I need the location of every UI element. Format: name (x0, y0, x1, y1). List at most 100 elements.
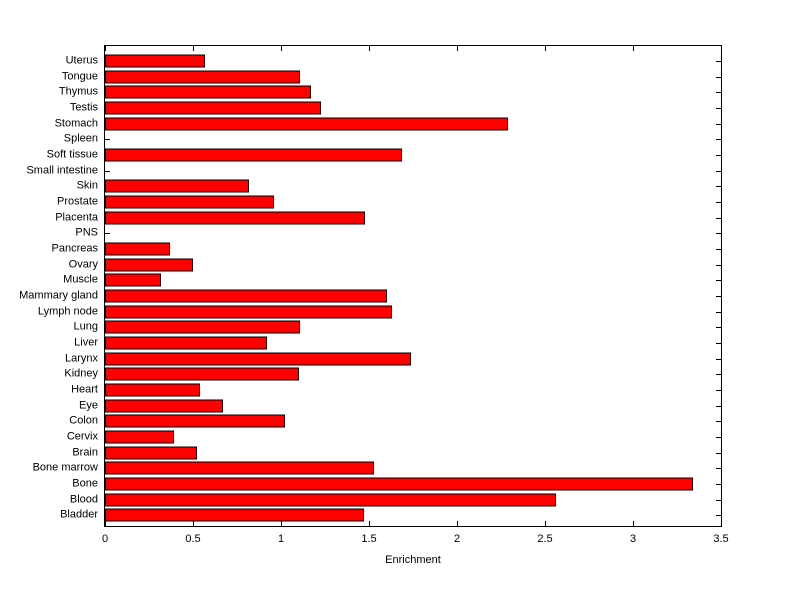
bar (105, 305, 392, 319)
x-tick-bottom (105, 521, 106, 526)
y-tick-left (105, 170, 110, 172)
bar (105, 430, 174, 444)
category-label: Tongue (61, 70, 98, 82)
category-label: Bone marrow (32, 461, 98, 474)
bar-row: Tongue (62, 69, 721, 85)
bar (105, 383, 201, 397)
bar (105, 148, 403, 162)
x-tick-top (545, 46, 546, 51)
x-tick-top (369, 46, 370, 51)
bar-row: Placenta (55, 210, 721, 226)
y-tick-right (716, 154, 721, 156)
y-tick-right (716, 248, 721, 250)
plot-area: Uterus Tongue Thymus Testis Stomach Spleen Sof… (19, 45, 729, 545)
bar-row: Brain (72, 445, 721, 461)
x-tick-top (721, 46, 722, 51)
category-label: Placenta (55, 211, 98, 224)
bar (105, 117, 509, 131)
y-tick-right (716, 280, 721, 282)
y-tick-right (716, 107, 721, 109)
bar (105, 273, 162, 287)
y-tick-right (716, 327, 721, 329)
bar (105, 446, 197, 460)
x-tick-label: 1.5 (361, 533, 377, 545)
category-label: Blood (69, 493, 98, 506)
bar-row: Ovary (69, 257, 721, 273)
y-tick-right (716, 233, 721, 235)
bar (105, 320, 301, 334)
bar-row: Bone (72, 476, 721, 492)
y-tick-right (716, 170, 721, 172)
bar (105, 508, 364, 522)
category-label: Colon (69, 414, 98, 427)
category-label: Mammary gland (19, 289, 98, 302)
category-label: Muscle (63, 273, 98, 286)
bar (105, 336, 267, 350)
y-tick-right (716, 389, 721, 391)
x-tick-label: 3.5 (713, 533, 729, 545)
category-label: Brain (72, 446, 98, 459)
category-label: Uterus (65, 54, 98, 67)
bar (105, 477, 693, 491)
y-tick-right (716, 499, 721, 501)
bar (105, 399, 223, 413)
y-tick-right (716, 311, 721, 313)
x-tick-top (281, 46, 282, 51)
bar-row: Larynx (65, 351, 721, 367)
category-label: Small intestine (26, 164, 98, 177)
y-tick-right (716, 358, 721, 360)
x-axis-label: Enrichment (385, 554, 441, 566)
bar (105, 258, 193, 272)
bar (105, 352, 412, 366)
category-label: Prostate (57, 195, 98, 208)
y-tick-right (716, 483, 721, 485)
bar-row: Lymph node (38, 304, 721, 320)
bar-row: Liver (74, 335, 721, 351)
y-tick-right (716, 201, 721, 203)
x-tick-bottom (369, 521, 370, 526)
category-label: Skin (76, 179, 98, 192)
category-label: Kidney (64, 367, 98, 380)
bar (105, 179, 250, 193)
bar-row: PNS (75, 225, 721, 241)
bar-row: Mammary gland (19, 288, 721, 304)
y-tick-right (716, 468, 721, 470)
category-label: Ovary (68, 258, 98, 271)
bar-row: Uterus (66, 53, 721, 69)
x-tick-label: 0.5 (185, 533, 201, 545)
x-tick-top (633, 46, 634, 51)
x-tick-label: 1 (277, 533, 285, 545)
category-label: Bone (72, 477, 98, 490)
bar-row: Prostate (57, 194, 721, 210)
y-tick-left (105, 233, 110, 235)
x-tick-bottom (633, 521, 634, 526)
category-label: Lymph node (37, 305, 98, 318)
y-tick-right (716, 342, 721, 344)
x-tick-bottom (281, 521, 282, 526)
y-tick-right (716, 515, 721, 517)
category-label: Eye (79, 399, 98, 412)
category-label: Bladder (60, 508, 98, 521)
category-label: Cervix (66, 430, 98, 443)
y-tick-right (716, 421, 721, 423)
bar (105, 461, 375, 475)
bar-rows: Uterus Tongue Thymus Testis Stomach Spleen Sof… (19, 53, 721, 523)
category-label: Liver (74, 336, 98, 349)
bar (105, 70, 301, 83)
x-tick-label: 0 (101, 533, 109, 545)
bar-row: Skin (77, 178, 721, 194)
bar-row: Testis (70, 100, 721, 116)
y-tick-right (716, 76, 721, 78)
bar-row: Spleen (64, 131, 721, 147)
bar (105, 85, 311, 99)
category-label: Testis (69, 101, 98, 114)
y-tick-right (716, 60, 721, 62)
x-tick-top (193, 46, 194, 51)
bar-row: Colon (69, 413, 721, 429)
category-label: Lung (73, 320, 98, 333)
x-tick-bottom (721, 521, 722, 526)
bar-row: Lung (74, 319, 721, 335)
category-label: Spleen (63, 132, 98, 145)
y-tick-right (716, 405, 721, 407)
